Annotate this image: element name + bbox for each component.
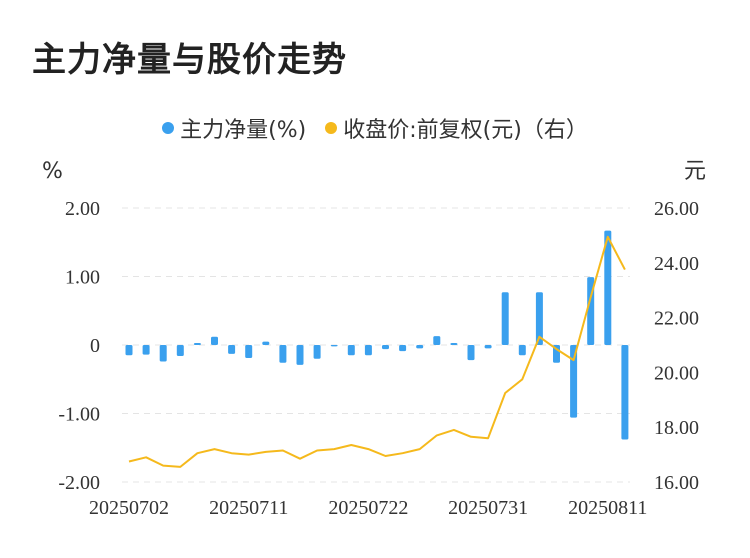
bar xyxy=(347,345,355,356)
bar xyxy=(193,342,201,345)
bar xyxy=(245,345,253,359)
right-tick-label: 16.00 xyxy=(654,472,699,494)
legend-item-net-volume[interactable]: 主力净量(%) xyxy=(162,112,306,144)
left-tick-label: 0 xyxy=(90,335,100,357)
left-tick-label: -2.00 xyxy=(58,472,100,494)
right-tick-label: 18.00 xyxy=(654,417,699,439)
bar xyxy=(142,345,150,355)
x-tick-label: 20250702 xyxy=(89,497,169,519)
bar xyxy=(518,345,526,356)
line-series xyxy=(128,235,626,468)
left-tick-label: 2.00 xyxy=(65,198,100,220)
bar xyxy=(228,345,236,354)
bar xyxy=(450,342,458,345)
legend-dot-bar xyxy=(162,122,175,134)
bar xyxy=(313,345,321,359)
bar xyxy=(484,345,492,349)
legend-label-net-volume: 主力净量(%) xyxy=(180,118,307,143)
bar xyxy=(570,345,578,418)
legend-dot-line xyxy=(325,122,338,134)
bar xyxy=(364,345,372,356)
chart-title: 主力净量与股价走势 xyxy=(32,40,347,80)
bar xyxy=(296,345,304,365)
bar xyxy=(433,336,441,345)
bar xyxy=(621,345,629,440)
bar xyxy=(330,345,338,347)
bar xyxy=(211,336,218,345)
price-line xyxy=(128,235,626,468)
x-axis-ticks: 20250702 20250711 20250722 20250731 20250811 xyxy=(89,497,647,519)
bar xyxy=(279,345,287,363)
x-tick-label: 20250811 xyxy=(568,497,647,519)
left-tick-label: -1.00 xyxy=(58,404,100,426)
left-axis-ticks: 2.00 1.00 0 -1.00 -2.00 xyxy=(58,198,100,494)
bar xyxy=(416,345,424,349)
bar xyxy=(399,345,407,352)
right-axis-unit: 元 xyxy=(684,159,706,184)
x-tick-label: 20250711 xyxy=(209,497,288,519)
right-tick-label: 20.00 xyxy=(654,362,699,384)
right-tick-label: 26.00 xyxy=(654,198,699,220)
bar xyxy=(159,345,167,362)
right-tick-label: 24.00 xyxy=(654,253,699,275)
right-tick-label: 22.00 xyxy=(654,308,699,330)
bar xyxy=(501,292,509,345)
bar-series xyxy=(125,230,629,440)
bar xyxy=(262,341,270,345)
right-axis-ticks: 26.00 24.00 22.00 20.00 18.00 16.00 xyxy=(654,198,699,494)
gridlines xyxy=(122,207,630,483)
left-axis-unit: % xyxy=(42,159,63,184)
bar xyxy=(467,345,475,361)
legend-item-close-price[interactable]: 收盘价:前复权(元)（右） xyxy=(325,112,588,144)
bar xyxy=(535,292,543,345)
bar xyxy=(176,345,184,356)
bar xyxy=(382,345,389,350)
left-tick-label: 1.00 xyxy=(65,267,100,289)
legend-label-close-price: 收盘价:前复权(元)（右） xyxy=(343,118,588,143)
bar xyxy=(125,345,133,356)
x-tick-label: 20250731 xyxy=(448,497,528,519)
bar xyxy=(604,230,612,345)
legend: 主力净量(%) 收盘价:前复权(元)（右） xyxy=(0,112,750,144)
x-tick-label: 20250722 xyxy=(328,497,408,519)
